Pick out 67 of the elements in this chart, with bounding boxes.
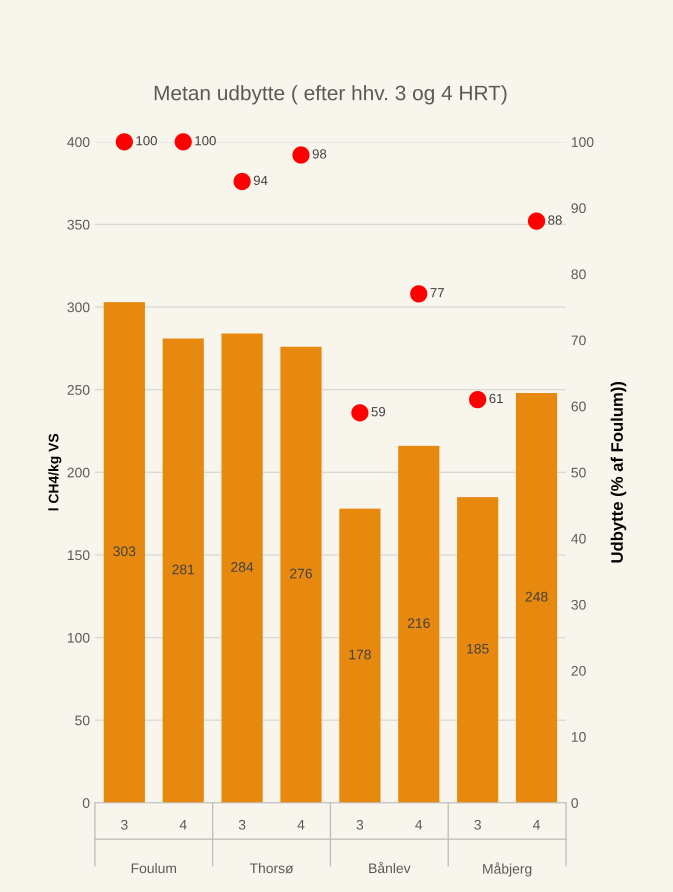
bar	[516, 392, 558, 803]
text: Thorsø	[250, 862, 294, 874]
data-label: 178	[349, 650, 371, 660]
y-tick-label: 150	[68, 550, 90, 560]
x-tick-label: 4	[180, 820, 187, 830]
data-label: 88	[548, 215, 562, 225]
data-label: 98	[312, 149, 326, 159]
point	[116, 133, 133, 150]
y-tick-label: 350	[67, 220, 90, 230]
bar	[457, 497, 498, 803]
data-label: 284	[231, 562, 254, 572]
data-label: 248	[526, 592, 548, 602]
x-tick-label: 3	[121, 820, 128, 830]
point	[410, 285, 428, 302]
y2-tick-label: 20	[572, 666, 586, 676]
text: Bånlev	[369, 862, 411, 874]
y2-tick-label: 40	[571, 534, 586, 544]
chart-title: Metan udbytte ( efter hhv. 3 og 4 HRT)	[154, 85, 507, 104]
point	[351, 404, 368, 422]
y2-tick-label: 50	[571, 468, 586, 478]
y-tick-label: 400	[67, 137, 90, 147]
y-tick-label: 50	[75, 716, 90, 726]
data-label: 303	[113, 546, 136, 556]
y2-tick-label: 0	[571, 798, 578, 808]
y-tick-label: 300	[67, 302, 90, 312]
bar	[339, 508, 380, 803]
bar	[280, 346, 322, 803]
y2-tick-label: 60	[572, 402, 586, 412]
y2-tick-label: 80	[571, 269, 586, 280]
bar	[398, 446, 440, 803]
bar	[222, 334, 263, 803]
point	[174, 133, 192, 150]
x-tick-label: 4	[415, 820, 422, 830]
point	[528, 212, 546, 230]
data-label: 185	[467, 644, 489, 654]
y2-tick-label: 70	[572, 335, 586, 346]
data-label: 216	[408, 618, 430, 628]
y2-tick-label: 90	[572, 203, 586, 214]
x-tick-label: 4	[533, 820, 540, 830]
data-label: 94	[254, 176, 268, 186]
y2-tick-label: 100	[572, 137, 594, 147]
data-label: 61	[489, 394, 503, 404]
y2-axis-title: Udbytte (% af Foulum))	[610, 382, 626, 563]
data-label: 77	[430, 288, 444, 298]
x-tick-label: 3	[356, 820, 364, 830]
y-axis-title: l CH4/kg VS	[48, 434, 62, 510]
y2-tick-label: 30	[571, 600, 586, 610]
point	[234, 172, 251, 190]
data-label: 100	[195, 136, 216, 146]
y2-tick-label: 10	[572, 732, 586, 742]
data-label: 59	[372, 407, 386, 416]
bar	[104, 302, 145, 803]
text: Foulum	[132, 862, 176, 874]
x-tick-label: 3	[238, 820, 246, 830]
data-label: 276	[290, 568, 312, 578]
data-label: 100	[136, 136, 157, 146]
bar	[162, 338, 204, 803]
point	[469, 390, 486, 408]
y-tick-label: 0	[82, 798, 90, 808]
y-tick-label: 200	[68, 468, 90, 478]
text: Måbjerg	[483, 862, 532, 877]
point	[292, 146, 310, 164]
y-tick-label: 100	[68, 632, 90, 643]
data-label: 281	[172, 564, 194, 574]
x-tick-label: 4	[297, 820, 304, 830]
x-tick-label: 3	[474, 820, 481, 830]
y-tick-label: 250	[68, 385, 90, 395]
